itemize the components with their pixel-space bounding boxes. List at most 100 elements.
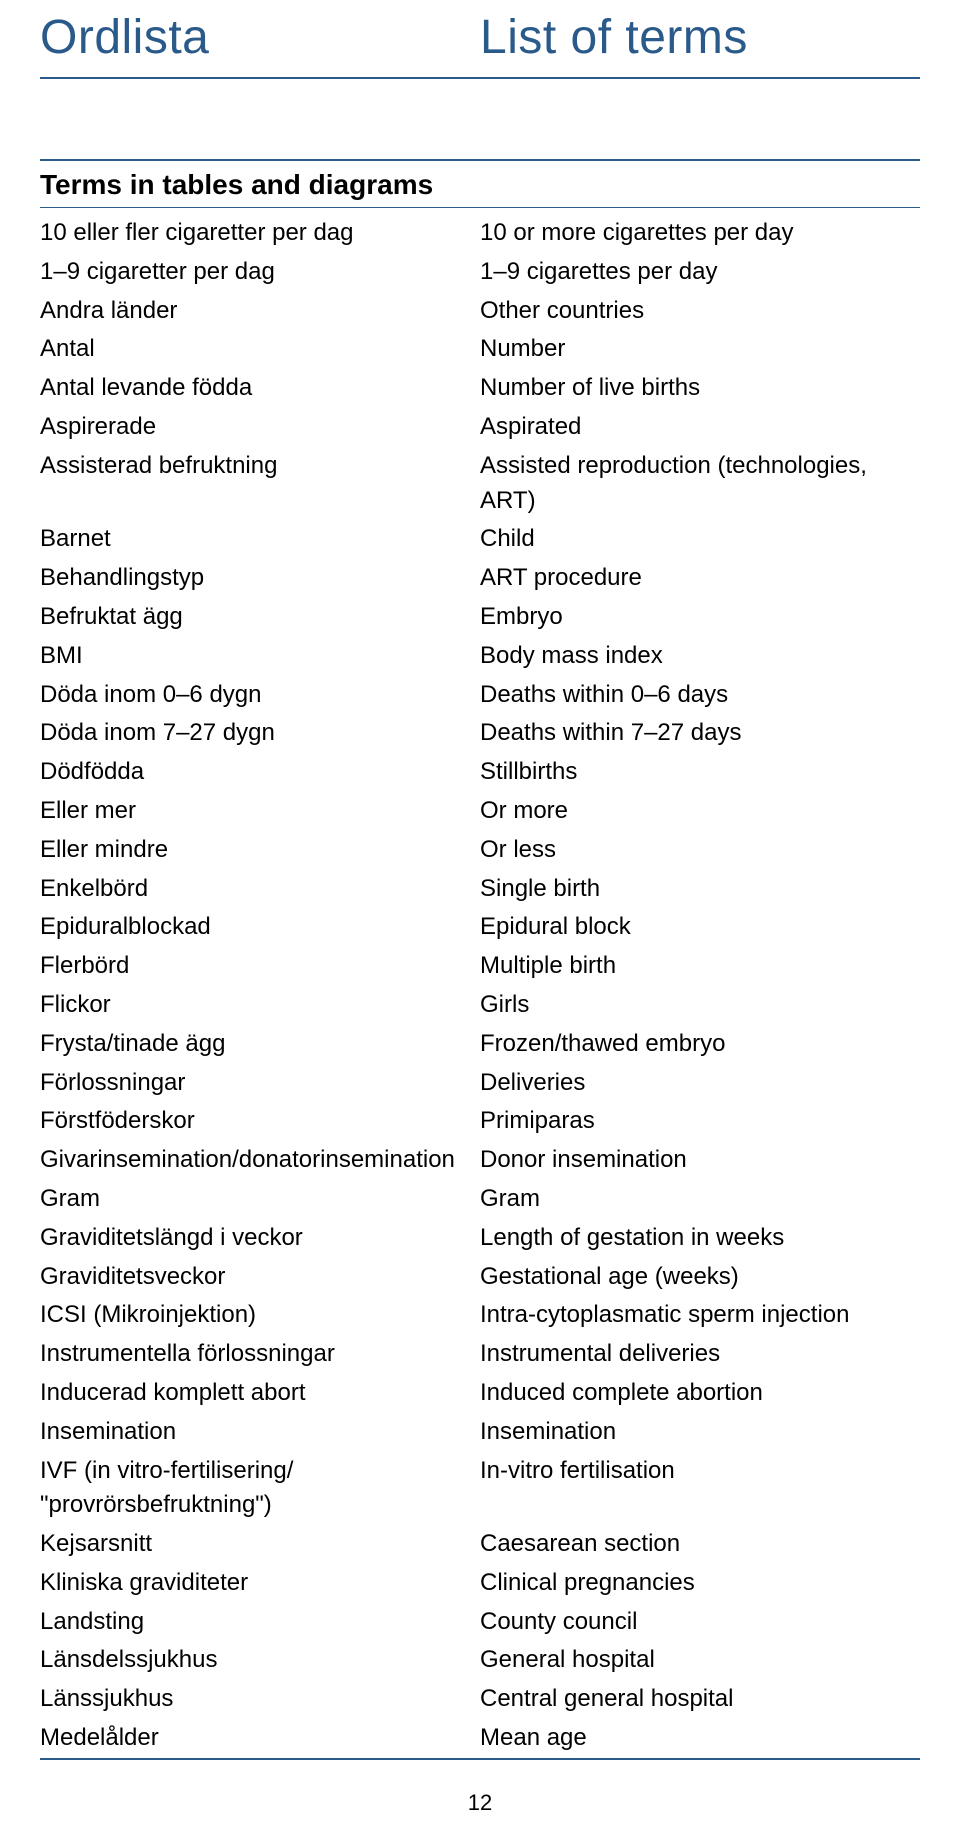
term-swedish: Befruktat ägg: [40, 600, 480, 635]
term-row: LänsdelssjukhusGeneral hospital: [40, 1641, 920, 1680]
term-english: Number of live births: [480, 371, 920, 406]
term-swedish: Förstföderskor: [40, 1104, 480, 1139]
term-swedish: Kliniska graviditeter: [40, 1566, 480, 1601]
term-swedish: Eller mer: [40, 794, 480, 829]
term-swedish: Döda inom 0–6 dygn: [40, 678, 480, 713]
term-swedish: Enkelbörd: [40, 872, 480, 907]
term-row: FlickorGirls: [40, 986, 920, 1025]
term-row: IVF (in vitro-fertilisering/ "provrörsbe…: [40, 1452, 920, 1526]
term-swedish: Epiduralblockad: [40, 910, 480, 945]
term-english: Intra-cytoplasmatic sperm injection: [480, 1298, 920, 1333]
term-swedish: Frysta/tinade ägg: [40, 1027, 480, 1062]
term-swedish: Antal: [40, 332, 480, 367]
term-swedish: Flerbörd: [40, 949, 480, 984]
term-english: Body mass index: [480, 639, 920, 674]
term-english: Deliveries: [480, 1066, 920, 1101]
term-english: Gestational age (weeks): [480, 1260, 920, 1295]
term-swedish: Assisterad befruktning: [40, 449, 480, 484]
term-english: Girls: [480, 988, 920, 1023]
term-row: GramGram: [40, 1180, 920, 1219]
term-swedish: BMI: [40, 639, 480, 674]
term-row: Andra länderOther countries: [40, 292, 920, 331]
term-english: Number: [480, 332, 920, 367]
term-swedish: Dödfödda: [40, 755, 480, 790]
term-english: Stillbirths: [480, 755, 920, 790]
term-english: Central general hospital: [480, 1682, 920, 1717]
page-header: Ordlista List of terms: [40, 10, 920, 79]
term-english: Induced complete abortion: [480, 1376, 920, 1411]
term-row: FörstföderskorPrimiparas: [40, 1102, 920, 1141]
term-english: Donor insemination: [480, 1143, 920, 1178]
term-row: Givarinsemination/donatorinseminationDon…: [40, 1141, 920, 1180]
term-english: General hospital: [480, 1643, 920, 1678]
term-row: Döda inom 7–27 dygnDeaths within 7–27 da…: [40, 714, 920, 753]
term-english: Clinical pregnancies: [480, 1566, 920, 1601]
section-title: Terms in tables and diagrams: [40, 159, 920, 208]
term-swedish: Antal levande födda: [40, 371, 480, 406]
term-row: FlerbördMultiple birth: [40, 947, 920, 986]
term-row: Instrumentella förlossningarInstrumental…: [40, 1335, 920, 1374]
term-english: Deaths within 7–27 days: [480, 716, 920, 751]
term-row: Graviditetslängd i veckorLength of gesta…: [40, 1219, 920, 1258]
term-english: Multiple birth: [480, 949, 920, 984]
term-english: Mean age: [480, 1721, 920, 1756]
term-row: BMIBody mass index: [40, 637, 920, 676]
term-swedish: Andra länder: [40, 294, 480, 329]
header-title-right: List of terms: [480, 10, 920, 65]
term-english: Or less: [480, 833, 920, 868]
term-english: Length of gestation in weeks: [480, 1221, 920, 1256]
term-english: In-vitro fertilisation: [480, 1454, 920, 1489]
term-swedish: IVF (in vitro-fertilisering/ "provrörsbe…: [40, 1454, 480, 1524]
term-row: 1–9 cigaretter per dag1–9 cigarettes per…: [40, 253, 920, 292]
term-row: Assisterad befruktningAssisted reproduct…: [40, 447, 920, 521]
page-number: 12: [468, 1790, 492, 1816]
term-swedish: Flickor: [40, 988, 480, 1023]
term-row: Antal levande föddaNumber of live births: [40, 369, 920, 408]
term-english: Deaths within 0–6 days: [480, 678, 920, 713]
term-row: 10 eller fler cigaretter per dag10 or mo…: [40, 214, 920, 253]
term-row: KejsarsnittCaesarean section: [40, 1525, 920, 1564]
term-swedish: 1–9 cigaretter per dag: [40, 255, 480, 290]
term-row: Inducerad komplett abortInduced complete…: [40, 1374, 920, 1413]
term-row: InseminationInsemination: [40, 1413, 920, 1452]
term-swedish: Kejsarsnitt: [40, 1527, 480, 1562]
term-english: 10 or more cigarettes per day: [480, 216, 920, 251]
term-row: Eller merOr more: [40, 792, 920, 831]
term-swedish: Insemination: [40, 1415, 480, 1450]
term-swedish: Medelålder: [40, 1721, 480, 1756]
term-swedish: Behandlingstyp: [40, 561, 480, 596]
term-english: ART procedure: [480, 561, 920, 596]
term-row: LandstingCounty council: [40, 1603, 920, 1642]
term-row: GraviditetsveckorGestational age (weeks): [40, 1258, 920, 1297]
header-title-left: Ordlista: [40, 10, 480, 65]
term-row: Kliniska graviditeterClinical pregnancie…: [40, 1564, 920, 1603]
term-swedish: 10 eller fler cigaretter per dag: [40, 216, 480, 251]
term-swedish: Döda inom 7–27 dygn: [40, 716, 480, 751]
term-swedish: Graviditetslängd i veckor: [40, 1221, 480, 1256]
term-row: BehandlingstypART procedure: [40, 559, 920, 598]
term-english: Embryo: [480, 600, 920, 635]
term-row: AspireradeAspirated: [40, 408, 920, 447]
term-swedish: Instrumentella förlossningar: [40, 1337, 480, 1372]
term-english: Frozen/thawed embryo: [480, 1027, 920, 1062]
term-english: Assisted reproduction (technologies, ART…: [480, 449, 920, 519]
term-english: Single birth: [480, 872, 920, 907]
term-row: MedelålderMean age: [40, 1719, 920, 1758]
term-swedish: Länsdelssjukhus: [40, 1643, 480, 1678]
term-swedish: Graviditetsveckor: [40, 1260, 480, 1295]
term-swedish: Länssjukhus: [40, 1682, 480, 1717]
term-swedish: Inducerad komplett abort: [40, 1376, 480, 1411]
term-swedish: Gram: [40, 1182, 480, 1217]
term-row: Döda inom 0–6 dygnDeaths within 0–6 days: [40, 676, 920, 715]
term-row: BarnetChild: [40, 520, 920, 559]
term-row: Befruktat äggEmbryo: [40, 598, 920, 637]
term-row: LänssjukhusCentral general hospital: [40, 1680, 920, 1719]
term-row: ICSI (Mikroinjektion)Intra-cytoplasmatic…: [40, 1296, 920, 1335]
term-row: Frysta/tinade äggFrozen/thawed embryo: [40, 1025, 920, 1064]
term-english: County council: [480, 1605, 920, 1640]
term-english: Primiparas: [480, 1104, 920, 1139]
term-swedish: ICSI (Mikroinjektion): [40, 1298, 480, 1333]
term-english: Gram: [480, 1182, 920, 1217]
term-english: Other countries: [480, 294, 920, 329]
term-row: EpiduralblockadEpidural block: [40, 908, 920, 947]
